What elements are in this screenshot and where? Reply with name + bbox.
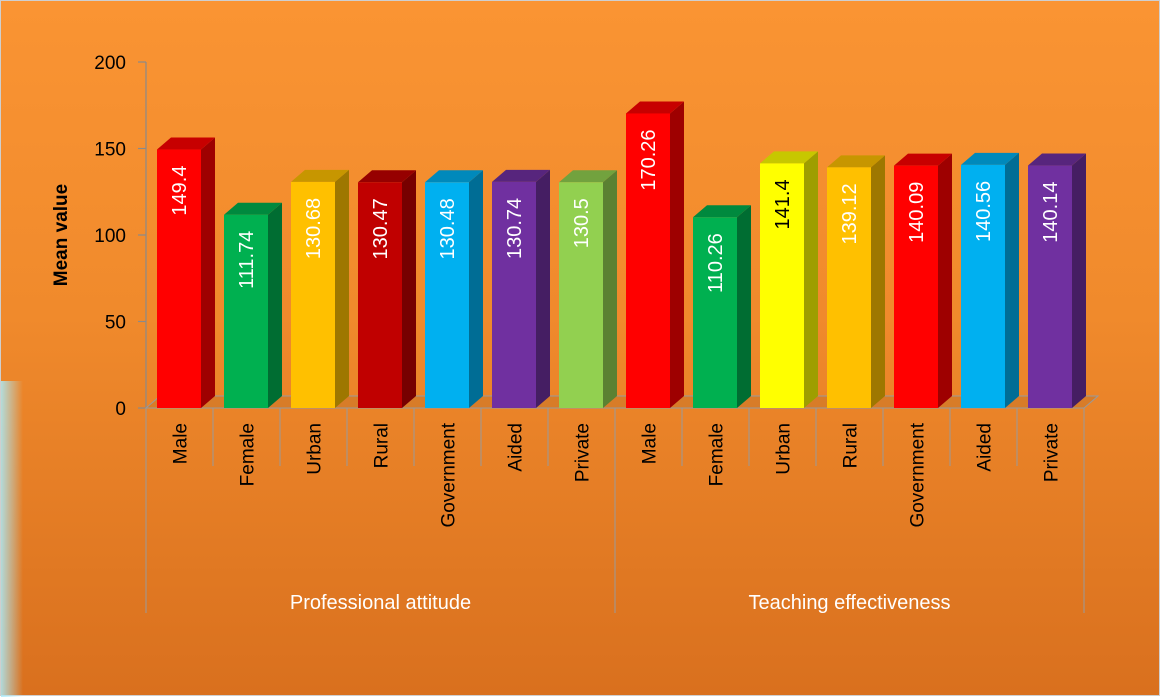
category-label: Private (1042, 423, 1063, 482)
bar-side (804, 151, 818, 409)
category-label: Female (707, 423, 728, 486)
bar-professional-attitude-urban (291, 169, 349, 408)
bar-top (760, 151, 818, 164)
bar-teaching-effectiveness-government (894, 153, 952, 408)
category-label: Aided (506, 423, 527, 472)
bar-top (358, 170, 416, 183)
bar-side (1072, 153, 1086, 408)
bar-front (425, 182, 469, 408)
data-label: 140.56 (973, 181, 995, 242)
bar-teaching-effectiveness-rural (827, 155, 885, 408)
y-tick-label: 150 (94, 140, 126, 161)
data-label: 170.26 (638, 129, 660, 190)
category-label: Rural (841, 423, 862, 468)
bar-side (871, 155, 885, 408)
bar-teaching-effectiveness-male (626, 101, 684, 409)
bar-professional-attitude-aided (492, 169, 550, 408)
bar-top (693, 205, 751, 218)
bar-top (291, 169, 349, 182)
bar-front (626, 113, 670, 409)
category-label: Government (439, 422, 460, 527)
y-tick-label: 200 (94, 53, 126, 74)
bar-front (827, 167, 871, 408)
chart-floor (144, 395, 1100, 409)
bar-front (358, 182, 402, 408)
bar-side (603, 170, 617, 408)
bar-top (961, 152, 1019, 165)
bar-top (626, 101, 684, 114)
bar-front (760, 163, 804, 408)
bar-top (894, 153, 952, 166)
category-label: Aided (975, 423, 996, 472)
category-label: Government (908, 422, 929, 527)
bar-side (1005, 152, 1019, 408)
bar-top (157, 137, 215, 150)
group-label: Teaching effectiveness (749, 592, 951, 614)
bar-side (938, 153, 952, 408)
category-label: Male (640, 423, 661, 464)
y-axis-label: Mean value (51, 184, 72, 286)
bar-side (335, 169, 349, 408)
bar-top (559, 170, 617, 183)
data-label: 130.48 (437, 198, 459, 259)
data-label: 141.4 (772, 179, 794, 229)
data-label: 140.14 (1040, 182, 1062, 243)
bar-side (737, 205, 751, 408)
bar-top (425, 170, 483, 183)
bar-side (536, 169, 550, 408)
y-tick-label: 100 (94, 226, 126, 247)
data-label: 140.09 (906, 182, 928, 243)
data-label: 130.47 (370, 198, 392, 259)
bar-side (402, 170, 416, 408)
bar-teaching-effectiveness-private (1028, 153, 1086, 408)
bar-front (157, 149, 201, 408)
bar-teaching-effectiveness-female (693, 205, 751, 408)
category-label: Urban (774, 423, 795, 475)
category-label: Male (171, 423, 192, 464)
y-tick-label: 0 (115, 399, 126, 420)
data-label: 130.5 (571, 198, 593, 248)
category-label: Urban (305, 423, 326, 475)
bar-side (268, 202, 282, 408)
category-label: Rural (372, 423, 393, 468)
data-label: 130.74 (504, 198, 526, 259)
bar-teaching-effectiveness-aided (961, 152, 1019, 408)
bar-front (894, 165, 938, 408)
bar-top (1028, 153, 1086, 166)
category-label: Private (573, 423, 594, 482)
bar-professional-attitude-female (224, 202, 282, 408)
bar-front (1028, 165, 1072, 408)
bar-side (201, 137, 215, 408)
bar-side (670, 101, 684, 409)
data-label: 130.68 (303, 198, 325, 259)
bar-side (469, 170, 483, 408)
bar-front (492, 181, 536, 408)
bar-front (559, 182, 603, 408)
data-label: 111.74 (236, 231, 258, 289)
bar-top (224, 202, 282, 215)
bar-teaching-effectiveness-urban (760, 151, 818, 409)
bar-top (827, 155, 885, 168)
data-label: 149.4 (169, 166, 191, 216)
y-tick-label: 50 (105, 313, 126, 334)
bar-professional-attitude-government (425, 170, 483, 408)
category-label: Female (238, 423, 259, 486)
bar-professional-attitude-private (559, 170, 617, 408)
data-label: 139.12 (839, 183, 861, 244)
bar-front (693, 217, 737, 408)
bar-top (492, 169, 550, 182)
group-label: Professional attitude (290, 592, 471, 614)
data-label: 110.26 (705, 233, 727, 293)
left-edge-decoration (1, 381, 23, 697)
bar-front (961, 164, 1005, 408)
bar-professional-attitude-male (157, 137, 215, 408)
bar-front (291, 181, 335, 408)
bar-front (224, 214, 268, 408)
bar-professional-attitude-rural (358, 170, 416, 408)
